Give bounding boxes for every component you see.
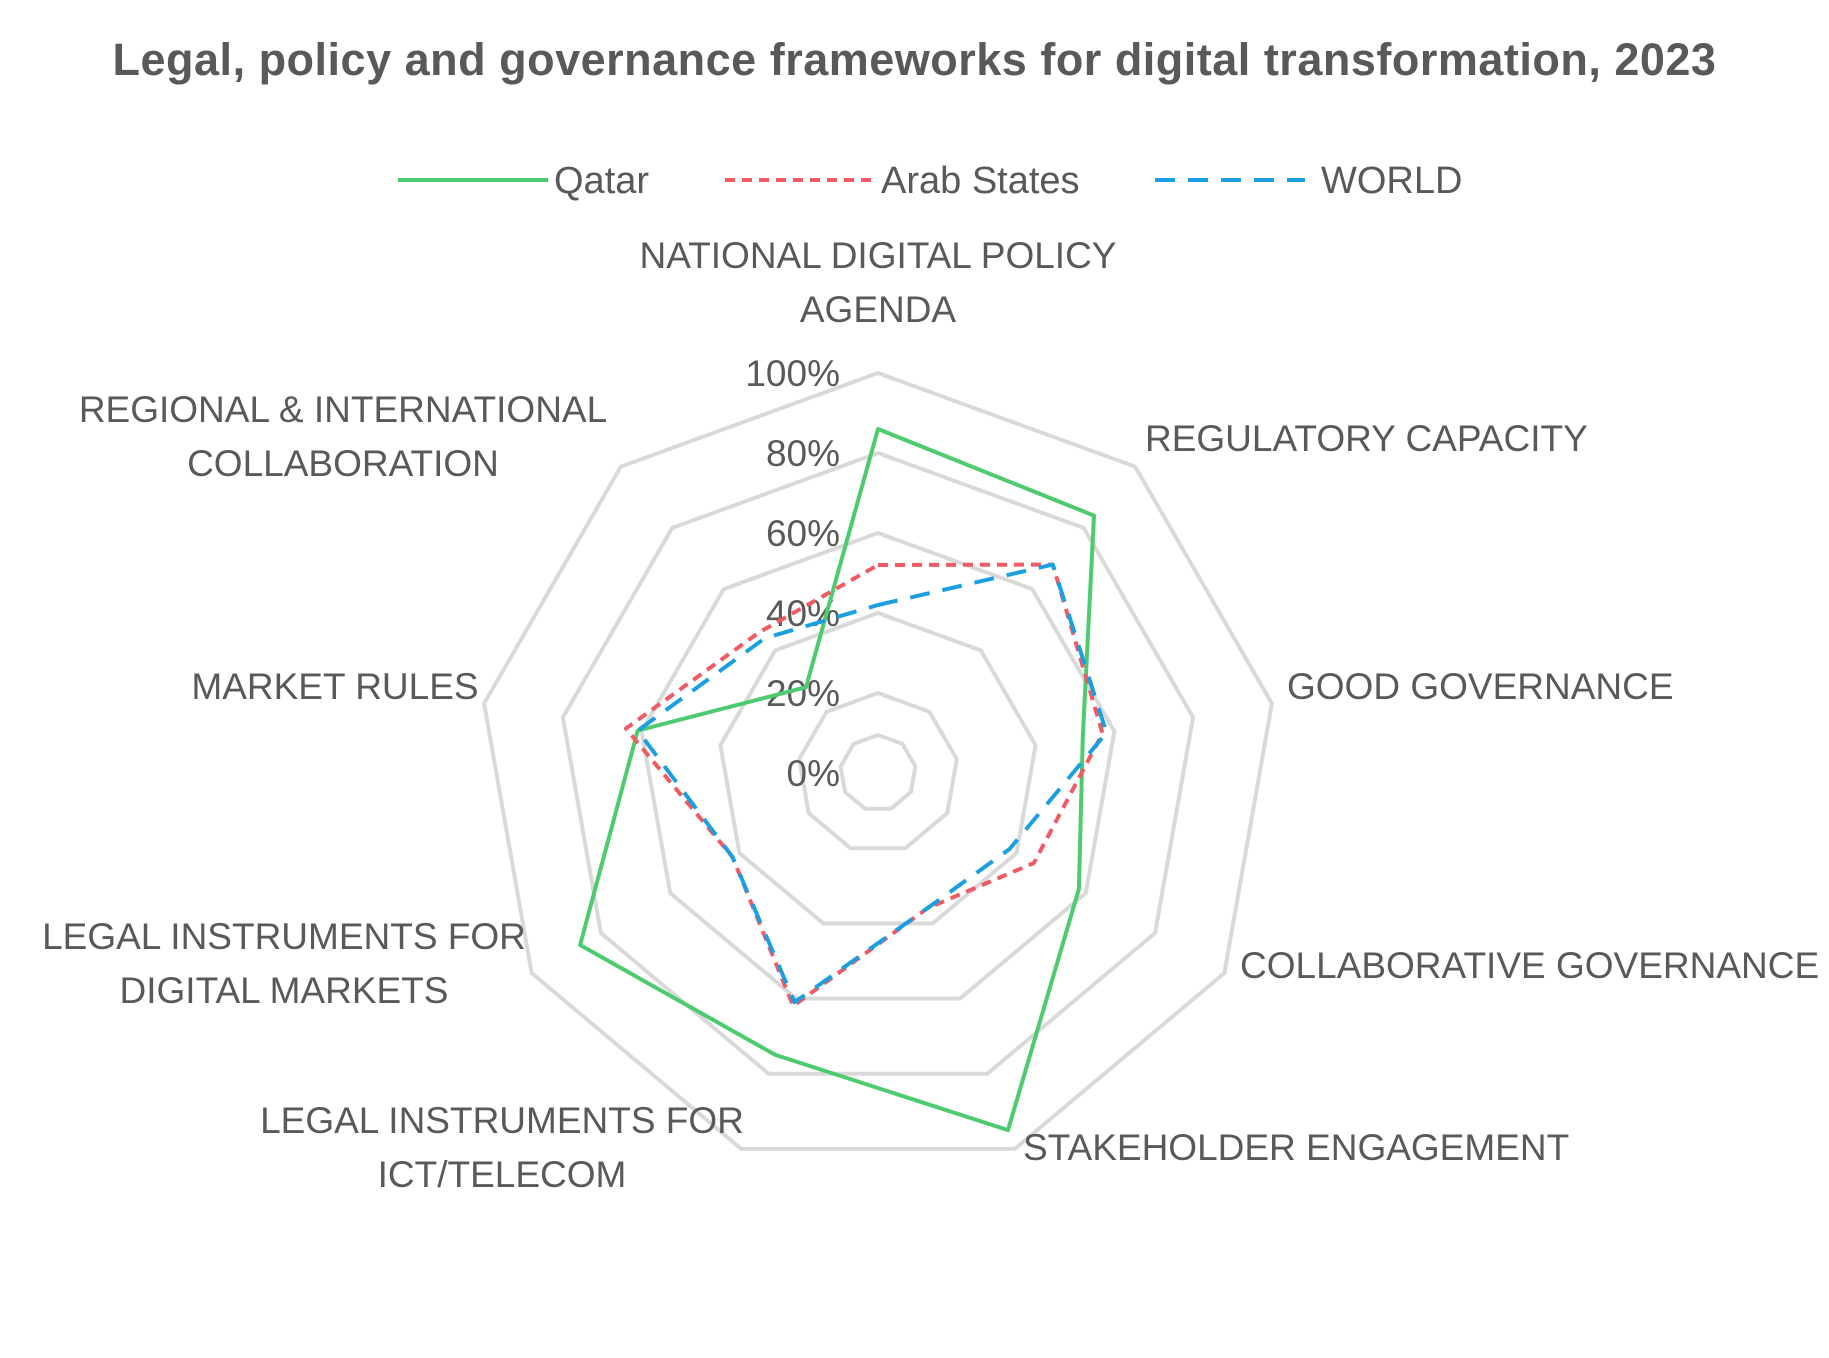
axis-label: LEGAL INSTRUMENTS FOR DIGITAL MARKETS <box>42 916 526 1011</box>
grid-ring <box>482 370 1274 1151</box>
axis-label: STAKEHOLDER ENGAGEMENT <box>1023 1127 1569 1168</box>
axis-label-line: LEGAL INSTRUMENTS FOR <box>260 1100 744 1141</box>
axis-label-line: COLLABORATION <box>187 443 499 484</box>
axis-label-line: ICT/TELECOM <box>378 1154 627 1195</box>
radar-grid <box>482 370 1274 1151</box>
axis-label: GOOD GOVERNANCE <box>1287 666 1674 707</box>
chart-title: Legal, policy and governance frameworks … <box>112 34 1717 85</box>
legend-label: Qatar <box>554 160 649 202</box>
radar-series <box>578 427 1109 1133</box>
grid-ring <box>639 530 1117 1001</box>
axis-label-line: AGENDA <box>800 289 957 330</box>
axis-label: REGULATORY CAPACITY <box>1145 418 1588 459</box>
grid-ring <box>560 450 1196 1076</box>
axis-label-line: REGULATORY CAPACITY <box>1145 418 1588 459</box>
axis-label-line: STAKEHOLDER ENGAGEMENT <box>1023 1127 1569 1168</box>
axis-label-line: MARKET RULES <box>191 666 478 707</box>
grid-ring <box>797 690 959 851</box>
grid-ring <box>838 732 918 811</box>
radar-axis-labels: NATIONAL DIGITAL POLICY AGENDA REGULATORY … <box>42 235 1819 1195</box>
tick-label: 100% <box>745 353 840 394</box>
axis-label: MARKET RULES <box>191 666 478 707</box>
series-line-world <box>635 562 1109 1005</box>
axis-label: REGIONAL & INTERNATIONAL COLLABORATION <box>79 389 607 484</box>
axis-label-line: GOOD GOVERNANCE <box>1287 666 1674 707</box>
axis-label-line: COLLABORATIVE GOVERNANCE <box>1240 945 1819 986</box>
legend-label: Arab States <box>881 160 1080 202</box>
grid-ring <box>718 610 1038 926</box>
axis-label-line: DIGITAL MARKETS <box>120 970 449 1011</box>
legend: Qatar Arab States WORLD <box>398 160 1462 202</box>
axis-label: LEGAL INSTRUMENTS FOR ICT/TELECOM <box>260 1100 744 1195</box>
axis-label: COLLABORATIVE GOVERNANCE <box>1240 945 1819 986</box>
tick-label: 80% <box>766 433 840 474</box>
series-line-qatar <box>578 427 1096 1133</box>
axis-label-line: REGIONAL & INTERNATIONAL <box>79 389 607 430</box>
legend-label: WORLD <box>1321 160 1462 202</box>
tick-label: 60% <box>766 513 840 554</box>
tick-label: 0% <box>787 753 840 794</box>
series-line-arab-states <box>623 562 1105 1008</box>
axis-label-line: NATIONAL DIGITAL POLICY <box>640 235 1117 276</box>
axis-label-line: LEGAL INSTRUMENTS FOR <box>42 916 526 957</box>
axis-label: NATIONAL DIGITAL POLICY AGENDA <box>640 235 1117 330</box>
radar-tick-labels: 0%20%40%60%80%100% <box>745 353 840 794</box>
